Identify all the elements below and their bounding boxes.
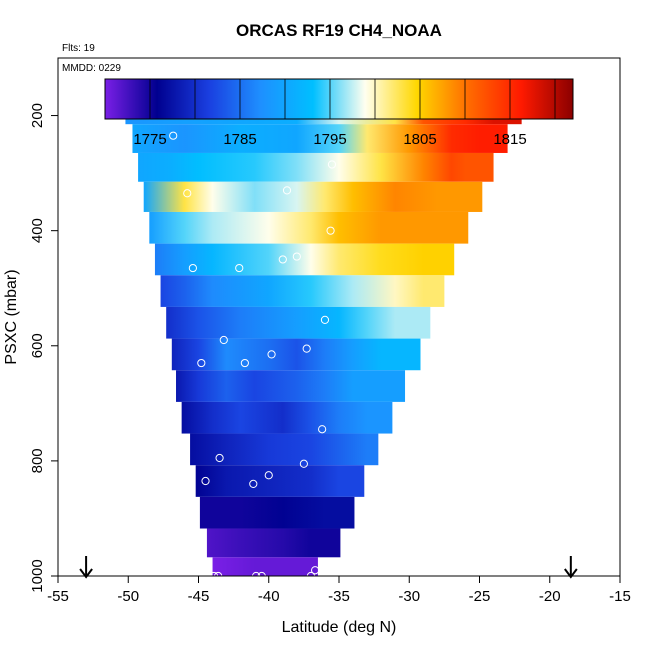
heatmap-layer: [125, 97, 522, 576]
heatmap-row: [190, 433, 379, 466]
x-tick-label: -45: [188, 588, 210, 605]
y-tick-label: 600: [29, 333, 46, 358]
heatmap-row: [176, 370, 406, 402]
sample-point: [215, 453, 224, 463]
heatmap-row: [166, 306, 431, 339]
sample-point: [326, 226, 335, 235]
x-tick-label: -30: [398, 588, 420, 605]
sample-point: [320, 315, 330, 324]
y-tick-label: 400: [29, 218, 46, 243]
x-tick-label: -20: [539, 588, 561, 605]
x-tick-label: -35: [328, 588, 350, 605]
heatmap-row: [171, 338, 421, 371]
y-tick-label: 1000: [29, 559, 46, 592]
sample-point: [292, 252, 301, 261]
colorbar-tick-label: 1785: [223, 131, 256, 148]
latitude-arrow-head: [564, 568, 578, 579]
latitude-arrows: [79, 556, 578, 579]
colorbar-gradient: [104, 78, 574, 120]
x-tick-label: -15: [609, 588, 631, 605]
heatmap-row: [154, 243, 455, 276]
sample-point: [264, 471, 273, 480]
x-tick-label: -55: [47, 588, 69, 605]
colorbar-tick-label: 1795: [313, 131, 346, 148]
flights-annotation: Flts: 19: [62, 43, 95, 54]
sample-point: [169, 131, 178, 140]
heatmap-row: [138, 152, 494, 182]
heatmap-row: [181, 401, 393, 434]
y-tick-label: 200: [29, 103, 46, 128]
sample-point: [299, 459, 308, 468]
x-tick-label: -25: [469, 588, 491, 605]
sample-point: [327, 160, 337, 169]
sample-point: [188, 263, 197, 273]
heatmap-row: [132, 124, 508, 153]
sample-point: [302, 344, 311, 353]
heatmap-row: [143, 181, 483, 212]
x-axis-label: Latitude (deg N): [282, 619, 397, 636]
sample-point: [318, 425, 327, 434]
sample-point: [267, 350, 276, 359]
sample-point: [282, 186, 292, 195]
colorbar-tick-label: 1815: [493, 131, 526, 148]
heatmap-row: [149, 211, 469, 244]
chart-title: ORCAS RF19 CH4_NOAA: [236, 21, 442, 40]
heatmap-row: [160, 275, 445, 307]
y-axis: 200 400 600 800 1000: [29, 103, 59, 593]
latitude-arrow-head: [79, 568, 93, 579]
heatmap-row: [212, 557, 318, 576]
sample-point: [235, 263, 244, 273]
colorbar-tick-label: 1775: [133, 131, 166, 148]
sample-point: [249, 479, 258, 489]
y-axis-label: PSXC (mbar): [3, 269, 20, 364]
sample-point: [201, 476, 210, 486]
x-tick-label: -40: [258, 588, 280, 605]
heatmap-row: [206, 528, 341, 558]
sample-point: [311, 566, 320, 575]
sample-point: [197, 358, 206, 368]
sample-point: [278, 255, 287, 264]
colorbar: 1775 1785 1795 1805 1815: [104, 78, 574, 148]
x-axis: -55 -50 -45 -40 -35 -30 -25 -20 -15: [47, 575, 631, 605]
colorbar-tick-label: 1805: [403, 131, 436, 148]
x-tick-label: -50: [117, 588, 139, 605]
heatmap-row: [195, 465, 365, 497]
y-tick-label: 800: [29, 448, 46, 473]
sample-point: [240, 358, 249, 368]
date-annotation: MMDD: 0229: [62, 63, 121, 74]
heatmap-row: [199, 496, 355, 529]
sample-point: [183, 189, 192, 198]
sample-point: [219, 335, 228, 345]
